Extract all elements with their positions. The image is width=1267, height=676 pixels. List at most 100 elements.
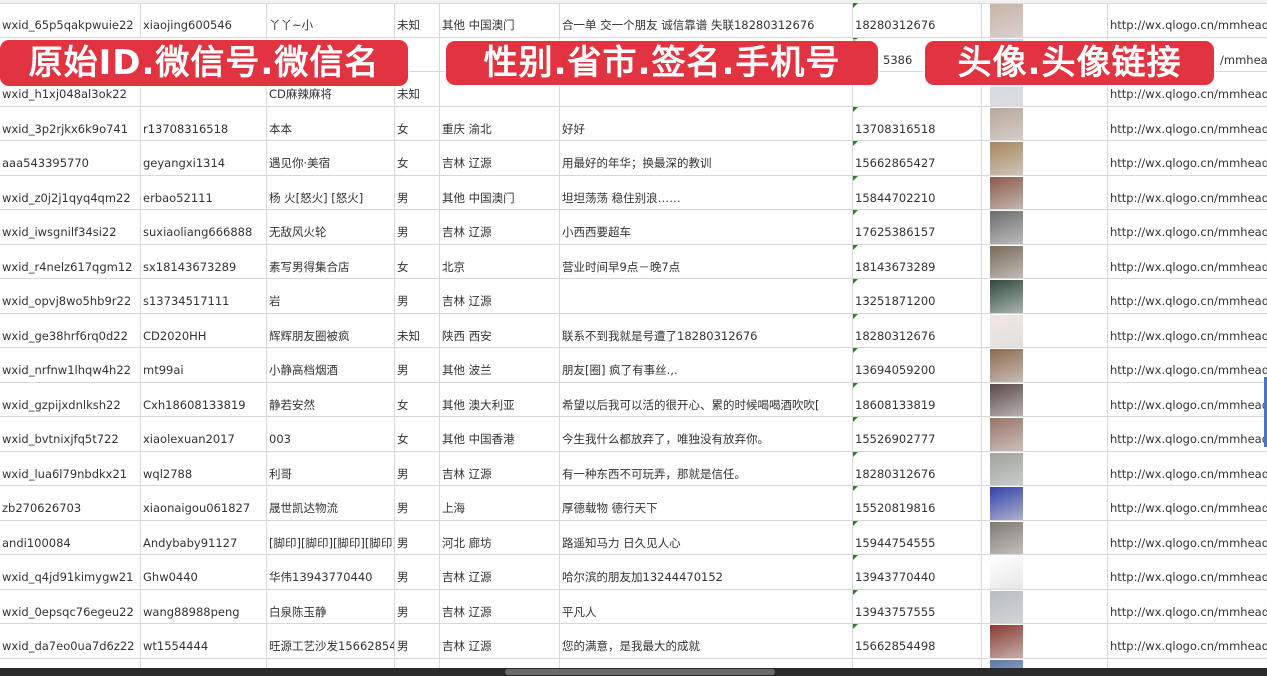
cell-region[interactable]: 重庆 渝北 [440,106,560,140]
cell-wechat-id[interactable]: sx18143673289 [141,244,267,278]
cell-wechat-id[interactable]: suxiaoliang666888 [141,210,267,244]
cell-gender[interactable]: 女 [395,244,440,278]
cell-phone[interactable]: 17625386157 [853,210,982,244]
cell-signature[interactable]: 朋友[圈] 疯了有事丝.,. [560,348,853,382]
cell-wechat-name[interactable]: 静若安然 [267,382,395,416]
cell-wechat-id[interactable] [141,658,267,668]
cell-gender[interactable]: 男 [395,624,440,658]
cell-original-id[interactable]: wxid_ge38hrf6rq0d22 [0,313,141,347]
cell-phone[interactable]: 18143673289 [853,244,982,278]
cell-avatar-url[interactable]: http://wx.qlogo.cn/mmhead [1108,279,1267,313]
cell-signature[interactable]: 有一种东西不可玩弄，那就是信任。 [560,451,853,485]
cell-region[interactable]: 其他 澳大利亚 [440,382,560,416]
cell-wechat-name[interactable]: 晟世凯达物流 [267,486,395,520]
cell-original-id[interactable] [0,658,141,668]
cell-wechat-id[interactable]: Ghw0440 [141,555,267,589]
cell-phone[interactable]: 15662854498 [853,624,982,658]
cell-gender[interactable]: 男 [395,175,440,209]
cell-avatar[interactable] [982,658,1108,668]
cell-region[interactable]: 吉林 辽源 [440,589,560,623]
cell-region[interactable] [440,72,560,106]
cell-avatar-url[interactable]: http://wx.qlogo.cn/mmhead [1108,245,1267,279]
cell-original-id[interactable]: wxid_r4nelz617qgm12 [0,244,141,278]
cell-region[interactable] [440,658,560,668]
cell-original-id[interactable]: wxid_bvtnixjfq5t722 [0,417,141,451]
cell-avatar[interactable] [982,141,1108,175]
cell-gender[interactable]: 男 [395,555,440,589]
cell-original-id[interactable]: wxid_nrfnw1lhqw4h22 [0,348,141,382]
cell-region[interactable]: 其他 中国澳门 [440,175,560,209]
cell-phone[interactable]: 15526902777 [853,417,982,451]
cell-region[interactable]: 吉林 辽源 [440,141,560,175]
cell-gender[interactable]: 女 [395,417,440,451]
cell-phone[interactable]: 18280312676 [853,451,982,485]
vertical-scrollbar[interactable] [1264,377,1267,447]
cell-region[interactable]: 其他 波兰 [440,348,560,382]
cell-phone[interactable]: 18280312676 [853,3,982,37]
cell-gender[interactable] [395,658,440,668]
cell-avatar-url[interactable] [1108,659,1267,669]
cell-avatar-url[interactable]: http://wx.qlogo.cn/mmhead [1108,72,1267,106]
cell-original-id[interactable]: wxid_q4jd91kimygw21 [0,555,141,589]
cell-avatar-url[interactable]: http://wx.qlogo.cn/mmhead [1108,383,1267,417]
cell-original-id[interactable]: wxid_opvj8wo5hb9r22 [0,279,141,313]
cell-gender[interactable]: 男 [395,210,440,244]
cell-wechat-name[interactable]: 003 [267,417,395,451]
cell-avatar[interactable] [982,520,1108,554]
cell-original-id[interactable]: andi100084 [0,520,141,554]
cell-region[interactable]: 吉林 辽源 [440,279,560,313]
cell-gender[interactable]: 男 [395,520,440,554]
cell-avatar[interactable] [982,624,1108,658]
cell-signature[interactable]: 哈尔滨的朋友加13244470152 [560,555,853,589]
cell-signature[interactable]: 小西西要超车 [560,210,853,244]
cell-avatar-url[interactable]: http://wx.qlogo.cn/mmhead [1108,624,1267,658]
cell-phone[interactable]: 13943770440 [853,555,982,589]
cell-wechat-name[interactable]: CD麻辣麻将 [267,72,395,106]
cell-wechat-name[interactable]: 利哥 [267,451,395,485]
cell-wechat-id[interactable]: wt1554444 [141,624,267,658]
cell-region[interactable]: 吉林 辽源 [440,451,560,485]
cell-original-id[interactable]: wxid_3p2rjkx6k9o741 [0,106,141,140]
cell-avatar[interactable] [982,279,1108,313]
cell-original-id[interactable]: wxid_da7eo0ua7d6z22 [0,624,141,658]
cell-gender[interactable]: 男 [395,279,440,313]
cell-signature[interactable]: 联系不到我就是号遭了18280312676 [560,313,853,347]
cell-region[interactable]: 吉林 辽源 [440,624,560,658]
cell-gender[interactable]: 女 [395,141,440,175]
cell-region[interactable]: 其他 中国香港 [440,417,560,451]
cell-wechat-name[interactable]: 辉辉朋友圈被疯 [267,313,395,347]
cell-avatar-url[interactable]: http://wx.qlogo.cn/mmhead [1108,176,1267,210]
cell-region[interactable]: 吉林 辽源 [440,555,560,589]
cell-phone[interactable]: 18608133819 [853,382,982,416]
cell-wechat-id[interactable]: r13708316518 [141,106,267,140]
cell-wechat-id[interactable]: mt99ai [141,348,267,382]
cell-wechat-id[interactable] [141,72,267,106]
cell-wechat-name[interactable]: 华伟13943770440 [267,555,395,589]
cell-avatar-url[interactable]: http://wx.qlogo.cn/mmhead [1108,314,1267,348]
cell-original-id[interactable]: wxid_lua6l79nbdkx21 [0,451,141,485]
cell-original-id[interactable]: wxid_0epsqc76egeu22 [0,589,141,623]
cell-original-id[interactable]: wxid_iwsgnilf34si22 [0,210,141,244]
cell-wechat-name[interactable]: 杨 火[怒火] [怒火] [267,175,395,209]
cell-wechat-name[interactable]: 小静高档烟酒 [267,348,395,382]
cell-signature[interactable]: 今生我什么都放弃了，唯独没有放弃你。 [560,417,853,451]
cell-phone[interactable]: 15520819816 [853,486,982,520]
cell-gender[interactable]: 男 [395,451,440,485]
cell-wechat-name[interactable]: 无敌风火轮 [267,210,395,244]
cell-signature[interactable]: 路遥知马力 日久见人心 [560,520,853,554]
cell-wechat-name[interactable] [267,658,395,668]
cell-original-id[interactable]: aaa543395770 [0,141,141,175]
cell-phone[interactable]: 18280312676 [853,313,982,347]
cell-signature[interactable]: 平凡人 [560,589,853,623]
cell-gender[interactable]: 女 [395,382,440,416]
cell-wechat-name[interactable]: 丫丫~小 [267,3,395,37]
cell-wechat-name[interactable]: 遇见你·美宿 [267,141,395,175]
cell-avatar-url[interactable]: http://wx.qlogo.cn/mmhead [1108,210,1267,244]
cell-avatar[interactable] [982,313,1108,347]
cell-wechat-name[interactable]: 岩 [267,279,395,313]
cell-phone[interactable]: 13694059200 [853,348,982,382]
cell-phone[interactable] [853,72,982,106]
cell-avatar[interactable] [982,589,1108,623]
cell-wechat-name[interactable]: 旺源工艺沙发15662854 [267,624,395,658]
cell-wechat-id[interactable]: CD2020HH [141,313,267,347]
